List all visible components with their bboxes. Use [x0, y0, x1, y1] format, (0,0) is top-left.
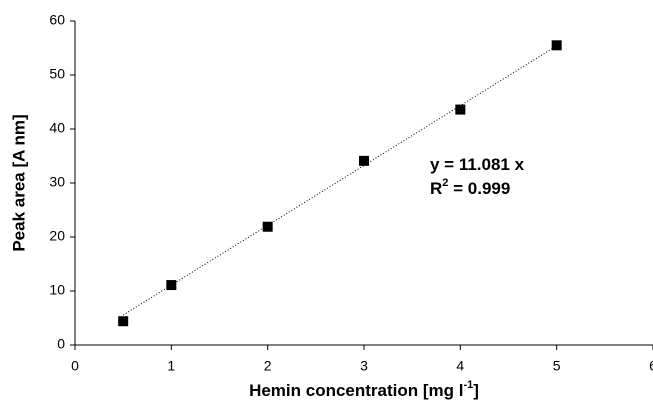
- x-axis-title: Hemin concentration [mg l-1]: [249, 379, 479, 401]
- x-tick-label: 1: [167, 358, 175, 374]
- annotation: y = 11.081 x: [430, 155, 525, 174]
- y-tick-label: 20: [49, 228, 65, 244]
- x-tick-label: 5: [553, 358, 561, 374]
- x-tick-label: 0: [71, 358, 79, 374]
- x-title-sup: -1: [463, 379, 473, 391]
- x-title-part: Hemin concentration [mg l: [249, 381, 463, 400]
- annotation: R2 = 0.999: [430, 177, 510, 199]
- y-tick-label: 30: [49, 174, 65, 190]
- annotation-text: y = 11.081 x: [430, 155, 525, 174]
- y-tick-label: 60: [49, 12, 65, 28]
- data-point: [359, 155, 369, 166]
- x-tick-label: 3: [360, 358, 368, 374]
- y-axis-title: Peak area [A nm]: [9, 114, 28, 251]
- data-point: [262, 221, 273, 232]
- y-tick-label: 40: [49, 120, 65, 136]
- y-tick-label: 10: [49, 282, 65, 298]
- x-tick-label: 6: [649, 358, 653, 374]
- annotation-text: = 0.999: [448, 179, 510, 198]
- x-tick-label: 4: [456, 358, 464, 374]
- y-tick-label: 0: [57, 336, 65, 352]
- x-tick-label: 2: [264, 358, 272, 374]
- y-tick-label: 50: [49, 66, 65, 82]
- data-point: [166, 280, 177, 291]
- data-point: [455, 104, 466, 115]
- annotation-sup: 2: [442, 177, 448, 189]
- x-title-part: ]: [473, 381, 479, 400]
- data-point: [551, 40, 562, 51]
- trendline: [122, 45, 557, 316]
- data-point: [118, 316, 129, 327]
- annotation-text: R: [430, 179, 442, 198]
